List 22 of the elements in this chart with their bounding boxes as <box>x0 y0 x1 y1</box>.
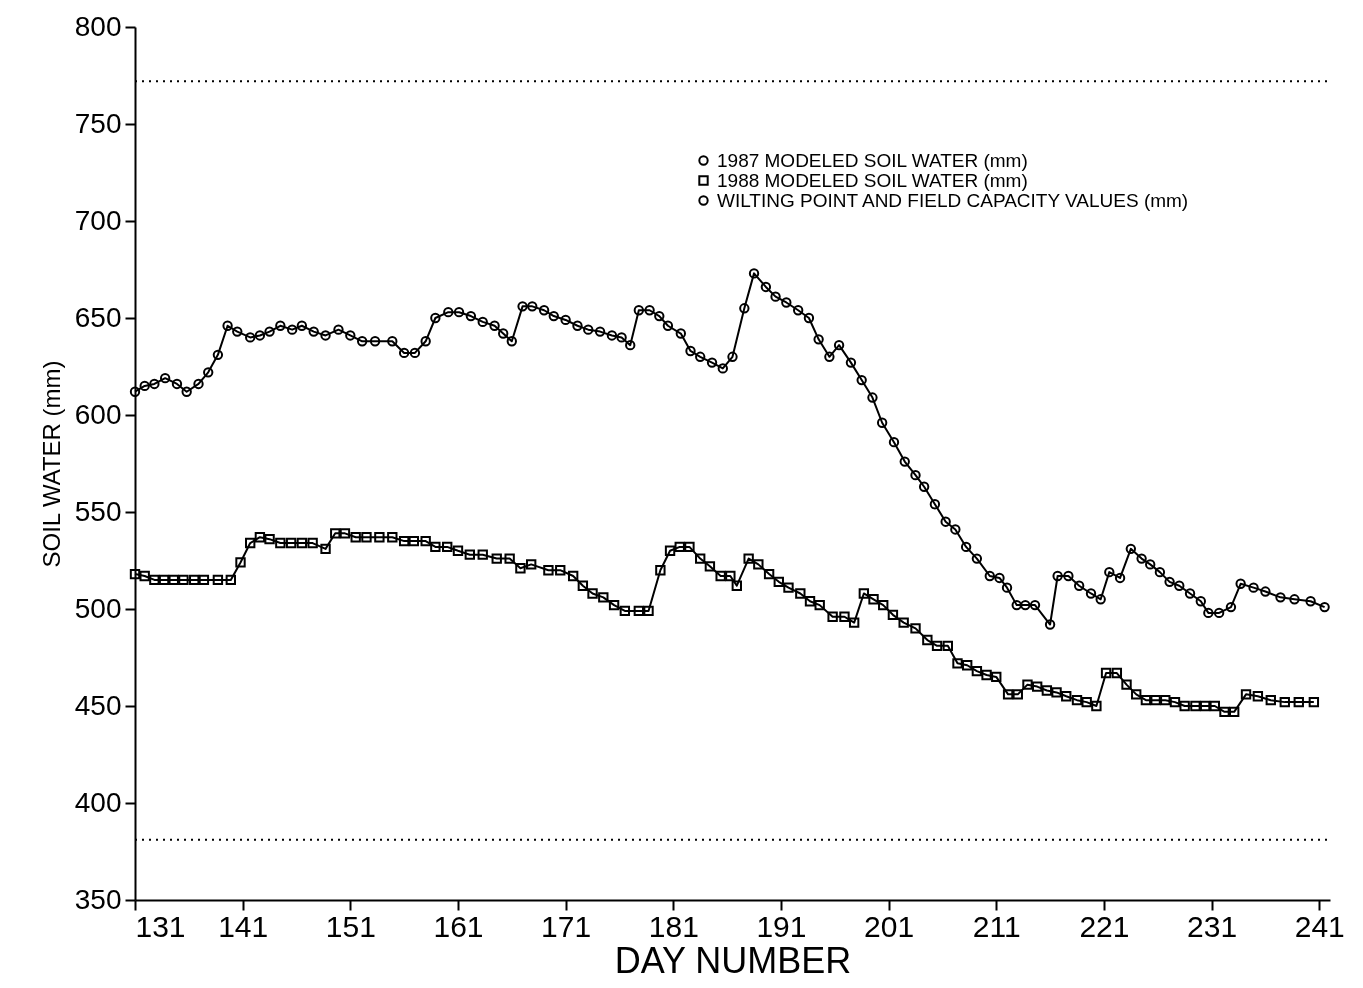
y-tick-label: 750 <box>74 107 122 139</box>
x-tick-label: 141 <box>218 909 269 943</box>
y-tick-label: 450 <box>74 689 122 721</box>
x-tick-label: 161 <box>433 909 484 943</box>
y-tick-label: 550 <box>74 495 122 527</box>
y-tick-label: 600 <box>74 398 122 430</box>
y-tick-label: 800 <box>74 10 122 42</box>
x-tick-label: 151 <box>325 909 376 943</box>
y-tick-label: 400 <box>74 786 122 818</box>
x-tick-label: 201 <box>864 909 915 943</box>
x-tick-label: 131 <box>135 909 186 943</box>
x-tick-label: 241 <box>1294 909 1345 943</box>
x-tick-label: 211 <box>972 909 1021 943</box>
y-tick-label: 700 <box>74 204 122 236</box>
y-tick-label: 350 <box>74 883 122 915</box>
x-tick-label: 221 <box>1079 909 1130 943</box>
x-tick-label: 171 <box>541 909 592 943</box>
legend-label: 1987 MODELED SOIL WATER (mm) <box>717 149 1028 171</box>
y-tick-label: 650 <box>74 301 122 333</box>
y-tick-label: 500 <box>74 592 122 624</box>
x-tick-label: 231 <box>1187 909 1238 943</box>
y-axis-title: SOIL WATER (mm) <box>37 360 65 568</box>
